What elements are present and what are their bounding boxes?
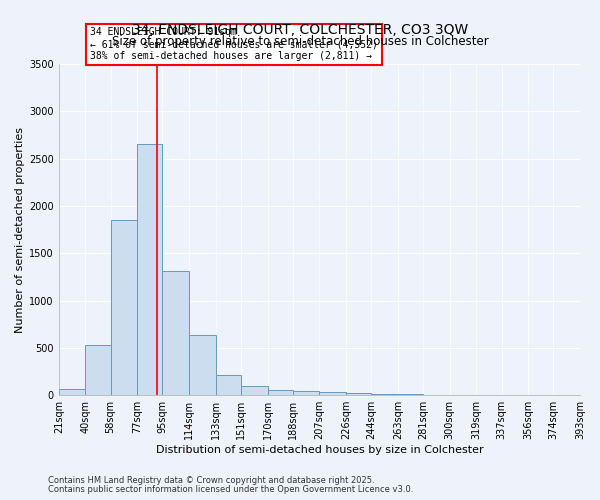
Bar [346,394,371,395]
Bar [398,394,423,395]
X-axis label: Distribution of semi-detached houses by size in Colchester: Distribution of semi-detached houses by … [155,445,483,455]
Bar [137,144,163,395]
Bar [241,386,268,395]
Bar [163,271,189,395]
Bar [293,391,319,395]
Text: 34 ENDSLEIGH COURT: 91sqm
← 61% of semi-detached houses are smaller (4,552)
38% : 34 ENDSLEIGH COURT: 91sqm ← 61% of semi-… [90,28,378,60]
Bar [268,390,293,395]
Bar [189,334,216,395]
Bar [110,220,137,395]
Bar [85,345,110,395]
Bar [319,392,346,395]
Text: Contains HM Land Registry data © Crown copyright and database right 2025.: Contains HM Land Registry data © Crown c… [48,476,374,485]
Bar [371,394,398,395]
Y-axis label: Number of semi-detached properties: Number of semi-detached properties [15,126,25,332]
Text: Contains public sector information licensed under the Open Government Licence v3: Contains public sector information licen… [48,484,413,494]
Text: 34, ENDSLEIGH COURT, COLCHESTER, CO3 3QW: 34, ENDSLEIGH COURT, COLCHESTER, CO3 3QW [132,22,468,36]
Bar [59,389,85,395]
Bar [216,376,241,395]
Text: Size of property relative to semi-detached houses in Colchester: Size of property relative to semi-detach… [112,35,488,48]
